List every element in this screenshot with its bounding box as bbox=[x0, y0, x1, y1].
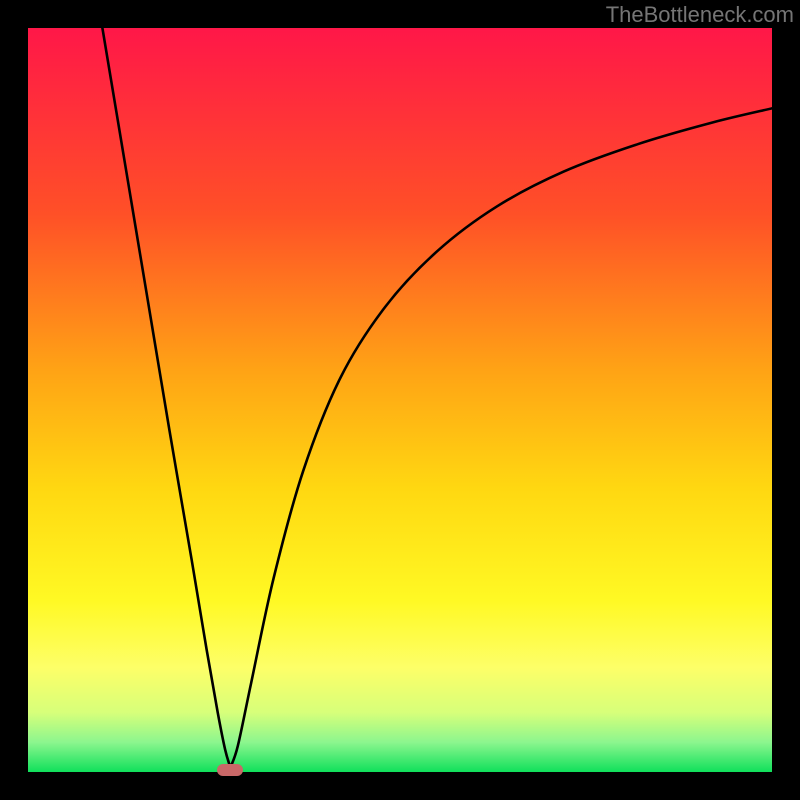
gradient-background bbox=[28, 28, 772, 772]
watermark-text: TheBottleneck.com bbox=[606, 2, 794, 28]
plot-area bbox=[28, 28, 772, 772]
chart-container: TheBottleneck.com bbox=[0, 0, 800, 800]
minimum-marker bbox=[217, 764, 243, 776]
